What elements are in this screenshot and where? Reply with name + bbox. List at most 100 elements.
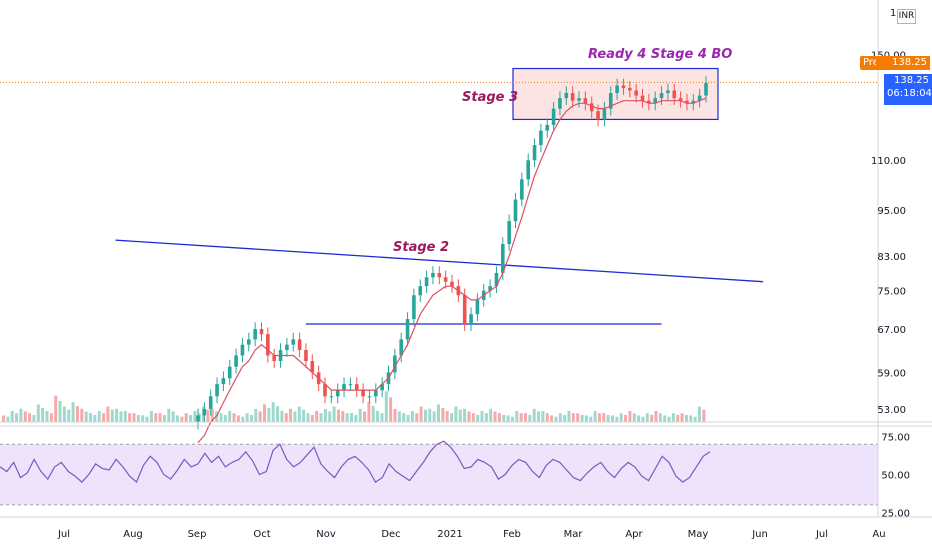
volume-bar [271, 402, 275, 422]
volume-bar [323, 408, 327, 422]
volume-bar [189, 414, 193, 422]
candle-body [208, 396, 213, 409]
volume-bar [106, 406, 110, 422]
volume-bar [354, 414, 358, 422]
volume-bar [423, 409, 427, 422]
candle-body [240, 344, 245, 356]
x-tick-label: Oct [253, 529, 270, 540]
candle-body [196, 415, 200, 423]
volume-bar [302, 409, 306, 422]
x-tick-label: Jun [751, 529, 768, 540]
volume-bar [671, 413, 675, 422]
candle-body [539, 130, 543, 146]
candle-body [647, 100, 651, 104]
volume-bar [663, 415, 667, 422]
volume-bar [458, 409, 462, 422]
volume-bar [576, 413, 580, 422]
volume-bar [567, 411, 571, 422]
volume-bar [80, 408, 84, 422]
candle-body [227, 366, 232, 379]
volume-bar [584, 415, 588, 422]
candle-body [558, 98, 562, 109]
volume-bar [289, 408, 293, 422]
volume-bar [524, 413, 527, 422]
x-tick-label: Sep [188, 529, 207, 540]
volume-bar [389, 397, 393, 422]
volume-bar [102, 413, 106, 422]
volume-bar [619, 413, 623, 422]
volume-bar [241, 416, 245, 422]
volume-bar [467, 411, 471, 422]
volume-bar [193, 411, 197, 422]
volume-bar [650, 414, 654, 422]
x-tick-label: Nov [316, 529, 336, 540]
candle-body [602, 108, 607, 120]
volume-bar [476, 414, 480, 422]
currency-badge: INR [897, 9, 916, 24]
candle-body [501, 244, 505, 273]
volume-bar [132, 413, 136, 422]
volume-bar [506, 415, 510, 422]
volume-bar [550, 415, 554, 422]
candle-body [272, 355, 276, 362]
candle-body [354, 384, 359, 391]
volume-bar [58, 400, 62, 422]
volume-bar [93, 414, 97, 422]
price-plot [0, 67, 878, 444]
volume-bar [563, 414, 567, 422]
rsi-tick-label: 25.00 [881, 508, 910, 519]
candle-body [437, 272, 442, 278]
candle-body [266, 334, 270, 356]
volume-bar [267, 407, 271, 422]
candle-body [285, 344, 289, 351]
consolidation-box [512, 67, 719, 121]
candle-body [564, 93, 569, 99]
volume-bar [54, 395, 58, 422]
volume-bar [437, 404, 440, 422]
volume-bar [363, 411, 367, 422]
candle-body [583, 98, 588, 104]
volume-bar [245, 413, 249, 422]
volume-bar [693, 416, 697, 422]
trendline [115, 239, 764, 283]
candle-body [335, 390, 340, 397]
volume-bar [336, 409, 340, 422]
volume-bar [597, 413, 601, 422]
volume-bar [219, 413, 223, 422]
candle-body [342, 384, 346, 391]
candle-body [469, 314, 473, 325]
volume-bar [376, 411, 380, 422]
volume-bar [580, 414, 584, 422]
candle-body [221, 378, 226, 385]
x-tick-label: Feb [503, 529, 521, 540]
volume-bar [223, 414, 227, 422]
candle-body [520, 179, 524, 200]
y-tick-label: 59.00 [877, 368, 906, 379]
candle-body [361, 390, 365, 397]
volume-bar [602, 413, 606, 422]
candle-body [628, 87, 632, 91]
volume-bar [367, 402, 371, 422]
volume-bar [254, 408, 258, 422]
candle-body [596, 111, 600, 120]
x-tick-label: May [688, 529, 709, 540]
x-tick-label: Jul [815, 529, 828, 540]
candle-body [291, 339, 296, 345]
volume-bar [480, 411, 484, 422]
candle-body [329, 396, 334, 398]
candle-body [450, 281, 454, 287]
volume-bar [49, 413, 53, 422]
volume-bar [315, 411, 319, 422]
candle-body [405, 319, 410, 340]
y-tick-label: 75.00 [877, 287, 906, 298]
volume-bar [297, 406, 301, 422]
volume-bar [75, 406, 79, 422]
volume-bar [115, 408, 119, 422]
volume-bar [341, 411, 345, 422]
volume-bar [97, 411, 101, 422]
volume-bar [176, 415, 179, 422]
volume-bar [441, 407, 445, 422]
candle-body [672, 90, 677, 99]
y-tick-label: 110.00 [871, 156, 906, 167]
